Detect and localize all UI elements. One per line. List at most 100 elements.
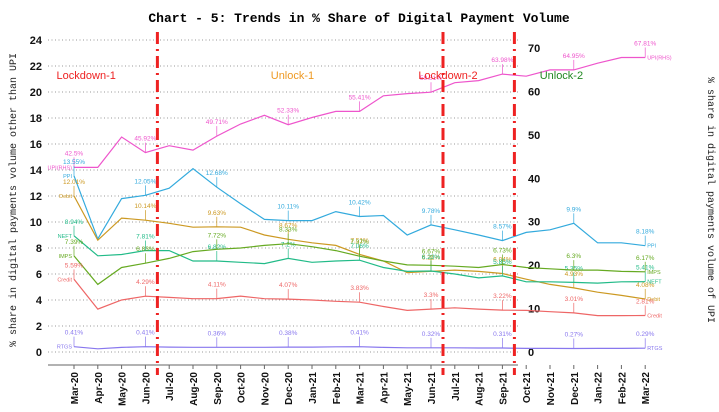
series-group: 42.5% 45.92% 49.71% 52.33% 55.41% 59.81% 63.98… [48,41,672,353]
phase-label: Unlock-2 [540,70,583,82]
y-tick-left: 16 [30,139,42,151]
y-tick-left: 0 [36,347,42,359]
data-label: 13.55% [63,159,85,166]
data-label: 3.22% [493,293,512,300]
x-tick-label: Jan-22 [594,372,605,404]
y-tick-right: 20 [528,260,540,272]
data-label: 4.07% [279,282,298,289]
y-axis-right: 0 10 20 30 40 50 60 70 [528,43,540,359]
y-tick-left: 20 [30,87,42,99]
data-label: 6.3% [566,253,581,260]
y-tick-left: 22 [30,61,42,73]
x-tick-label: Jul-20 [165,372,176,401]
data-label: 4.08% [636,282,655,289]
y-axis-right-title: % share in digital payments volume of UP… [704,77,716,323]
data-label: 8.67% [279,222,298,229]
x-tick-label: Oct-20 [237,372,248,404]
x-tick-label: Sep-20 [213,372,224,405]
data-label: 2.81% [636,298,655,305]
data-label: 10.42% [349,200,371,207]
phase-label: Unlock-1 [271,70,314,82]
x-tick-label: Jul-21 [451,372,462,401]
data-label: 7.2% [281,241,296,248]
y-tick-left: 6 [36,269,42,281]
y-tick-left: 10 [30,217,42,229]
data-label: 64.95% [563,53,585,60]
data-label: 59.81% [420,75,442,82]
data-label: 8.18% [636,229,655,236]
series-end-label: RTGS [647,346,663,352]
x-tick-label: Apr-21 [379,372,390,404]
series-end-label: PPI [647,244,656,250]
x-tick-label: Nov-20 [260,372,271,406]
y-tick-right: 60 [528,86,540,98]
data-label: 45.92% [134,136,156,143]
data-label: 63.98% [491,57,513,64]
data-label: 4.11% [208,282,226,289]
x-tick-label: Jan-21 [308,372,319,404]
data-label: 12.01% [63,179,85,186]
data-label: 9.63% [208,210,227,217]
data-label: 6.17% [636,255,655,262]
data-label: 42.5% [65,150,84,157]
data-label: 8.94% [65,219,84,226]
series-line [73,243,646,286]
data-label: 0.36% [208,330,227,337]
series-upirhs: 42.5% 45.92% 49.71% 52.33% 55.41% 59.81% 63.98… [48,41,672,172]
x-tick-label: Aug-20 [189,372,200,406]
series-start-label: RTGS [57,345,73,351]
x-tick-label: Jun-21 [427,372,438,405]
data-label: 7.37% [350,239,369,246]
y-tick-left: 4 [36,295,43,307]
data-label: 8.57% [493,224,512,231]
data-label: 7.72% [208,232,227,239]
x-tick-label: Sep-21 [498,372,509,405]
data-label: 0.32% [422,331,441,338]
x-tick-label: Mar-20 [70,372,81,405]
x-tick-label: Mar-22 [641,372,652,405]
data-label: 3.01% [565,296,584,303]
data-label: 8.33% [279,227,298,234]
x-tick-label: Feb-22 [617,372,628,405]
y-tick-right: 50 [528,130,540,142]
data-label: 12.05% [134,178,156,185]
x-tick-label: Nov-21 [546,372,557,406]
data-label: 49.71% [206,119,228,126]
data-label: 0.41% [65,330,84,337]
y-tick-left: 2 [36,321,42,333]
data-label: 7.81% [136,233,155,240]
phase-lines: Lockdown-1 Unlock-1 Lockdown-2 Unlock-2 [57,32,583,375]
series-end-label: Credit [647,313,662,319]
y-tick-right: 10 [528,304,540,316]
series-ppi: 13.55% 12.05% 12.68% 10.11% 10.42% 9.78% 8.57%… [63,159,657,250]
data-label: 6.83% [136,246,155,253]
data-label: 10.14% [134,203,156,210]
y-tick-right: 70 [528,43,540,55]
data-label: 0.27% [565,331,584,338]
series-start-label: UPI(RHS) [48,165,73,171]
data-label: 6.73% [493,248,512,255]
data-label: 6.67% [422,248,441,255]
y-tick-left: 14 [30,165,43,177]
x-tick-label: Aug-21 [475,372,486,406]
data-label: 5.59% [65,262,84,269]
series-imps: 7.39% 6.83% 7.72% 8.33% 7.37% 6.67% 6.73% 6.3% 6… [59,227,661,286]
data-label: 0.41% [136,330,155,337]
data-label: 0.31% [493,331,512,338]
data-label: 67.81% [634,41,656,48]
series-line [73,346,646,350]
data-label: 3.83% [350,285,369,292]
y-tick-right: 0 [528,347,534,359]
y-tick-left: 8 [36,243,42,255]
data-label: 12.68% [206,170,228,177]
data-label: 7.39% [65,239,84,246]
y-tick-right: 30 [528,217,540,229]
x-tick-label: May-20 [118,372,129,406]
x-tick-label: Jun-20 [141,372,152,405]
x-tick-label: Oct-21 [522,372,533,404]
data-label: 4.29% [136,279,155,286]
phase-label: Lockdown-1 [57,70,116,82]
series-start-label: PPI [63,174,72,180]
data-label: 0.38% [279,330,298,337]
